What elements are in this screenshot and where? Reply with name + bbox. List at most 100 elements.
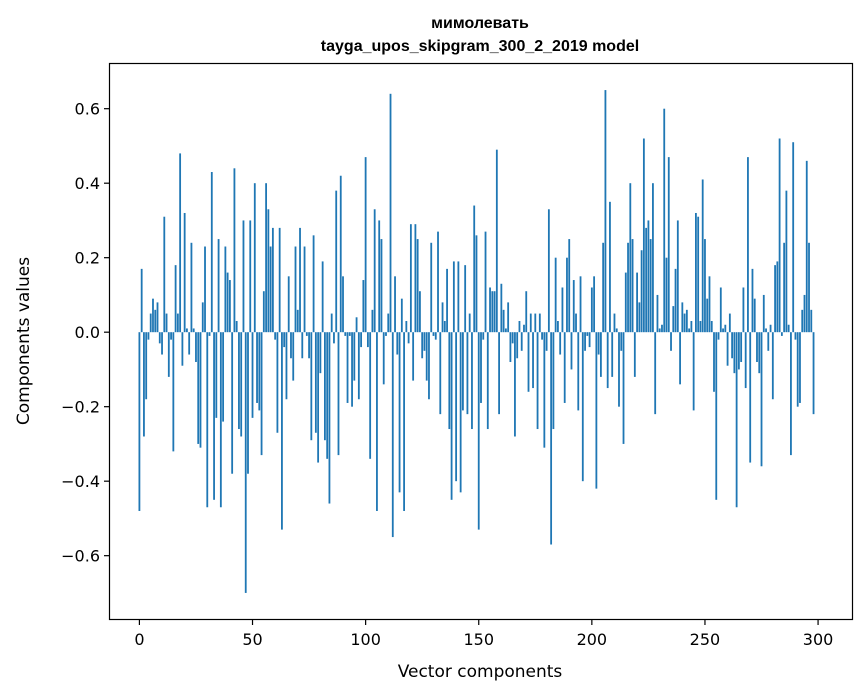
bar-264 (735, 332, 738, 508)
bar-245 (692, 332, 695, 411)
bar-84 (328, 332, 331, 504)
bar-47 (244, 332, 247, 593)
bar-39 (226, 272, 229, 333)
bar-49 (249, 220, 252, 333)
bar-26 (197, 332, 200, 444)
bar-107 (380, 239, 383, 333)
bar-31 (208, 332, 211, 336)
bar-96 (355, 317, 358, 333)
bar-224 (645, 227, 648, 333)
bar-221 (638, 302, 641, 333)
bar-11 (163, 216, 166, 333)
bar-65 (285, 332, 288, 400)
bar-159 (498, 332, 500, 415)
bar-126 (423, 332, 426, 351)
bar-187 (561, 287, 564, 333)
bar-216 (627, 242, 629, 333)
bar-80 (319, 332, 322, 374)
bar-160 (500, 283, 503, 333)
bar-150 (477, 332, 480, 530)
bar-227 (652, 183, 654, 333)
bar-233 (665, 257, 668, 333)
bar-252 (708, 276, 711, 333)
bar-205 (602, 242, 605, 333)
bar-102 (369, 332, 372, 459)
bar-5 (149, 313, 152, 333)
bar-262 (731, 332, 734, 359)
bar-27 (199, 332, 202, 448)
bar-48 (247, 332, 249, 474)
bar-10 (161, 332, 163, 355)
bar-44 (238, 332, 240, 430)
bar-186 (559, 332, 562, 355)
bar-271 (751, 268, 754, 333)
bar-135 (443, 321, 446, 333)
x-tick-label: 100 (350, 630, 381, 649)
bar-25 (195, 332, 197, 362)
bar-201 (593, 276, 596, 333)
bar-106 (378, 220, 381, 333)
bar-237 (674, 268, 677, 333)
bar-98 (360, 332, 363, 348)
bar-228 (654, 332, 657, 415)
bar-16 (174, 265, 177, 333)
bar-177 (538, 313, 541, 333)
bar-38 (224, 246, 227, 333)
bar-178 (541, 332, 543, 340)
bar-182 (550, 332, 553, 545)
bar-277 (765, 328, 767, 333)
bar-54 (260, 332, 263, 456)
bar-254 (713, 332, 715, 392)
bar-215 (624, 272, 627, 333)
bar-292 (799, 332, 801, 403)
bar-85 (330, 313, 333, 333)
bar-259 (724, 324, 727, 333)
bar-286 (785, 190, 788, 333)
bar-173 (529, 313, 532, 333)
bar-204 (599, 332, 602, 377)
bar-82 (324, 332, 326, 441)
bar-series (138, 90, 815, 593)
bar-20 (183, 212, 186, 333)
bar-294 (803, 294, 806, 333)
bar-239 (679, 332, 681, 385)
bar-163 (507, 302, 510, 333)
bar-211 (615, 328, 618, 333)
bar-68 (292, 332, 295, 381)
bar-274 (758, 332, 761, 374)
bar-284 (780, 332, 783, 336)
bar-64 (283, 332, 286, 348)
bar-296 (808, 242, 810, 333)
bar-146 (468, 313, 471, 333)
bar-74 (305, 332, 308, 336)
bar-7 (154, 309, 157, 333)
bar-45 (240, 332, 243, 437)
x-axis-label: Vector components (398, 662, 563, 682)
bar-129 (430, 242, 433, 333)
bar-28 (201, 302, 204, 333)
bar-77 (312, 235, 315, 333)
bar-111 (389, 93, 392, 333)
bar-76 (310, 332, 313, 441)
bar-81 (321, 261, 324, 333)
bar-220 (636, 272, 638, 333)
bar-56 (265, 183, 267, 333)
y-tick-label: −0.6 (61, 547, 100, 566)
bar-258 (722, 328, 724, 333)
bar-166 (514, 332, 516, 437)
bar-99 (362, 280, 365, 333)
bar-153 (484, 231, 487, 333)
bar-21 (186, 328, 188, 333)
bar-168 (518, 321, 521, 333)
bar-257 (719, 287, 722, 333)
bar-46 (242, 220, 245, 333)
bar-78 (314, 332, 317, 433)
bar-255 (715, 332, 718, 500)
bar-230 (658, 328, 661, 333)
bar-183 (552, 332, 555, 430)
bar-60 (274, 332, 277, 340)
bar-287 (787, 324, 790, 333)
bar-144 (464, 265, 467, 333)
bar-199 (588, 332, 591, 348)
bar-67 (290, 332, 292, 359)
